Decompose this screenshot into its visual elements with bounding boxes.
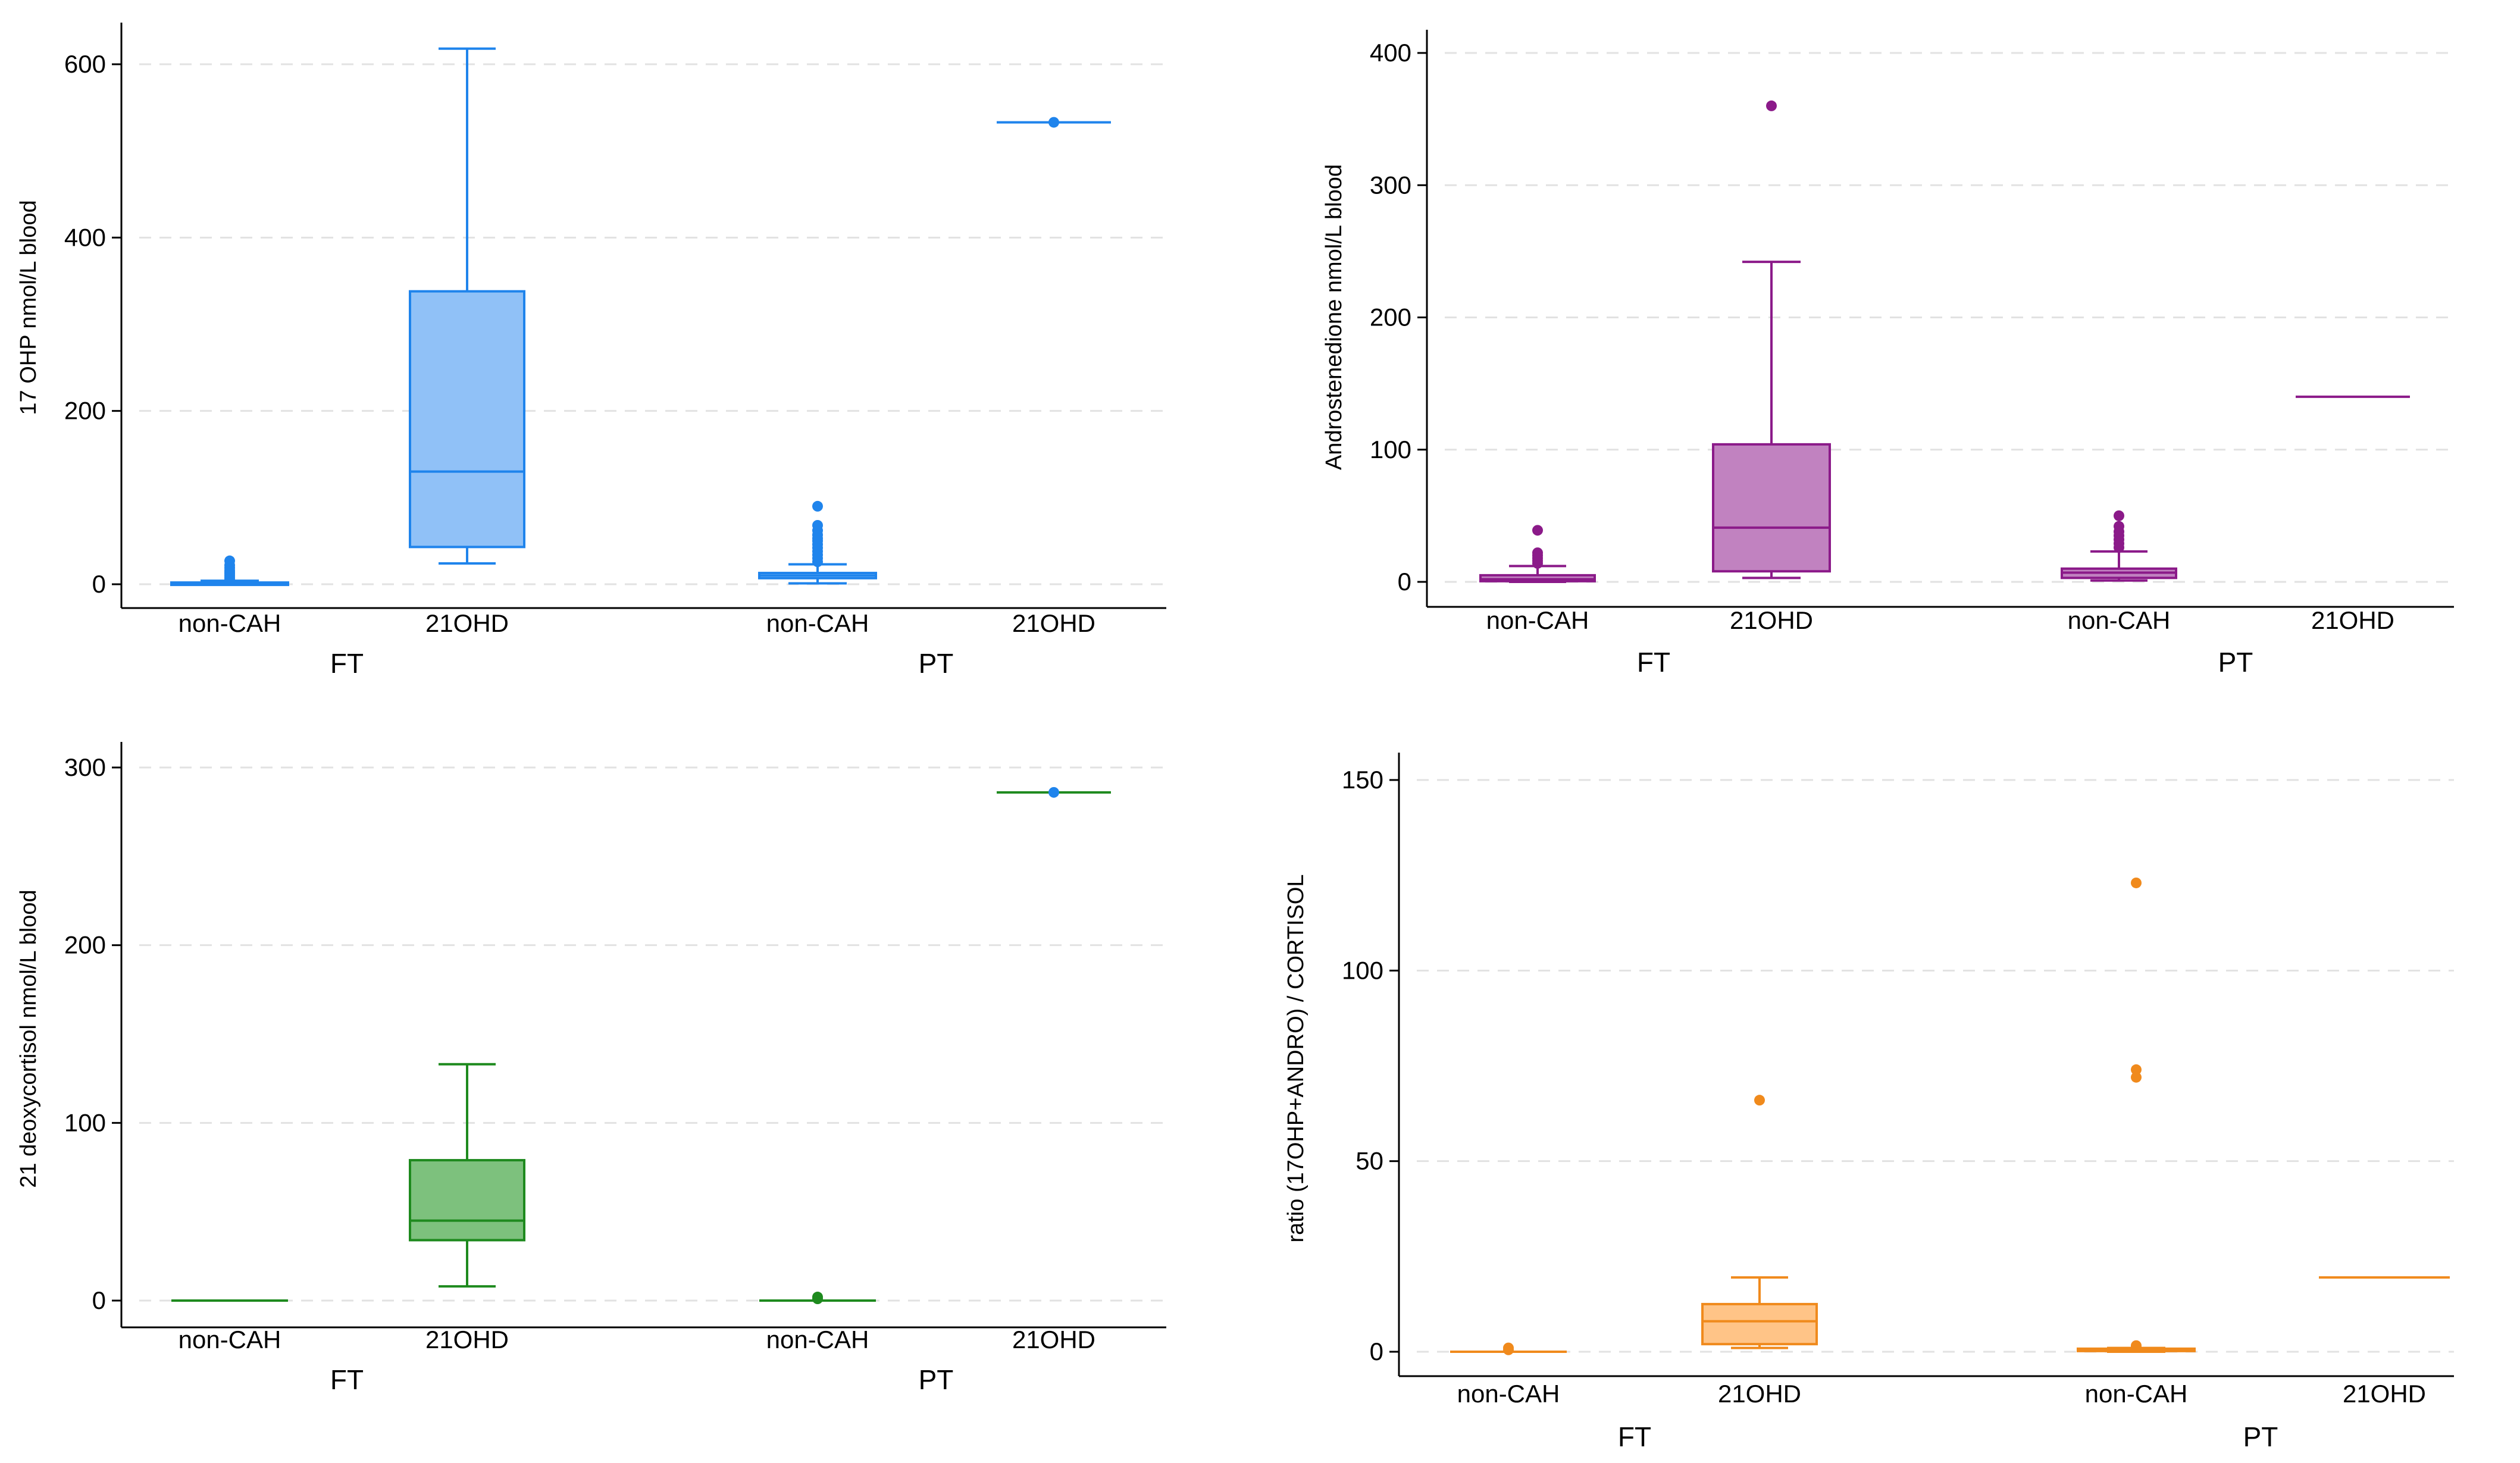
y-axis-title: Androstenedione nmol/L blood (1322, 164, 1347, 470)
outlier-point (2131, 1064, 2142, 1075)
outlier-point (2131, 877, 2142, 888)
y-tick-label: 0 (92, 570, 106, 598)
chart-panel-bottom-right: 0 50 100 150 ratio (17OHP+ANDRO) / CORTISOL n… (1284, 753, 2454, 1452)
x-category-label: non-CAH (179, 1326, 281, 1354)
y-tick-label: 100 (64, 1108, 106, 1136)
x-category-label: non-CAH (766, 609, 869, 637)
y-tick-label: 50 (1356, 1147, 1383, 1175)
x-group-label: PT (2218, 647, 2253, 678)
x-category-label: 21OHD (425, 609, 509, 637)
y-tick-label: 0 (1370, 1337, 1383, 1365)
y-tick-label: 200 (1370, 303, 1411, 331)
box-pt-non-cah (2077, 877, 2196, 1353)
box-iqr (1712, 443, 1831, 573)
y-axis-title: 21 deoxycortisol nmol/L blood (16, 889, 41, 1188)
outlier-point (1532, 525, 1543, 536)
box-ft-non-cah (170, 555, 289, 587)
x-category-label: 21OHD (425, 1326, 509, 1354)
box-ft-21ohd (1712, 100, 1831, 579)
y-tick-label: 200 (64, 397, 106, 425)
y-tick-label: 0 (1398, 568, 1411, 596)
box-ft-non-cah (1450, 1342, 1567, 1355)
outlier-point (2131, 1072, 2142, 1083)
outlier-point (1048, 787, 1059, 798)
chart-panel-bottom-left: 0 100 200 300 21 deoxycortisol nmol/L blood n… (16, 742, 1166, 1395)
box-iqr (409, 290, 525, 549)
outlier-point (1532, 547, 1543, 559)
outlier-point (1766, 100, 1777, 111)
x-category-label: 21OHD (2311, 606, 2394, 634)
x-group-label: PT (2243, 1421, 2278, 1452)
x-category-label: 21OHD (1730, 606, 1813, 634)
box-pt-non-cah (759, 1292, 876, 1305)
x-category-label: 21OHD (1718, 1380, 1801, 1408)
box-pt-21ohd (997, 787, 1111, 798)
x-group-label: PT (919, 648, 954, 679)
y-axis-title: ratio (17OHP+ANDRO) / CORTISOL (1284, 874, 1308, 1242)
outlier-point (2131, 1340, 2142, 1351)
outlier-point (1048, 117, 1059, 128)
outlier-point (2114, 521, 2124, 532)
x-group-label: FT (1618, 1421, 1651, 1452)
box-ft-21ohd (1701, 1095, 1818, 1349)
outlier-point (812, 500, 823, 512)
x-category-label: 21OHD (2343, 1380, 2426, 1408)
y-tick-label: 600 (64, 50, 106, 78)
y-tick-label: 400 (64, 223, 106, 251)
outlier-point (2114, 510, 2124, 521)
outlier-point (1503, 1342, 1514, 1354)
x-category-label: non-CAH (766, 1326, 869, 1354)
box-pt-non-cah (2061, 510, 2177, 582)
outlier-point (812, 519, 823, 531)
box-ft-21ohd (409, 1063, 525, 1288)
x-category-label: 21OHD (1012, 1326, 1095, 1354)
outlier-point (1754, 1095, 1765, 1106)
x-category-label: non-CAH (1457, 1380, 1560, 1408)
x-category-label: 21OHD (1012, 609, 1095, 637)
y-tick-label: 400 (1370, 39, 1411, 67)
y-tick-label: 300 (64, 753, 106, 781)
box-ft-21ohd (409, 47, 525, 565)
y-tick-label: 0 (92, 1286, 106, 1314)
y-tick-label: 150 (1342, 766, 1383, 794)
y-tick-label: 200 (64, 931, 106, 959)
x-group-label: FT (1637, 647, 1670, 678)
box-pt-21ohd (997, 117, 1111, 128)
x-category-label: non-CAH (1486, 606, 1589, 634)
y-tick-label: 100 (1370, 436, 1411, 463)
x-category-label: non-CAH (2068, 606, 2171, 634)
box-iqr (409, 1159, 525, 1242)
box-ft-non-cah (1479, 525, 1596, 583)
x-category-label: non-CAH (2085, 1380, 2188, 1408)
x-group-label: FT (330, 1364, 364, 1395)
y-axis-title: 17 OHP nmol/L blood (16, 200, 41, 415)
x-category-label: non-CAH (179, 609, 281, 637)
x-group-label: FT (330, 648, 364, 679)
box-pt-non-cah (758, 500, 877, 585)
x-group-label: PT (919, 1364, 954, 1395)
y-tick-label: 100 (1342, 956, 1383, 984)
chart-panel-top-left: 0 200 400 600 17 OHP nmol/L blood non-CAH 21OH… (16, 23, 1166, 679)
outlier-point (224, 555, 235, 566)
y-tick-label: 300 (1370, 171, 1411, 199)
outlier-point (812, 1292, 823, 1303)
chart-panel-top-right: 0 100 200 300 400 Androstenedione nmol/L bloo… (1322, 30, 2454, 678)
box-iqr (1701, 1302, 1818, 1346)
